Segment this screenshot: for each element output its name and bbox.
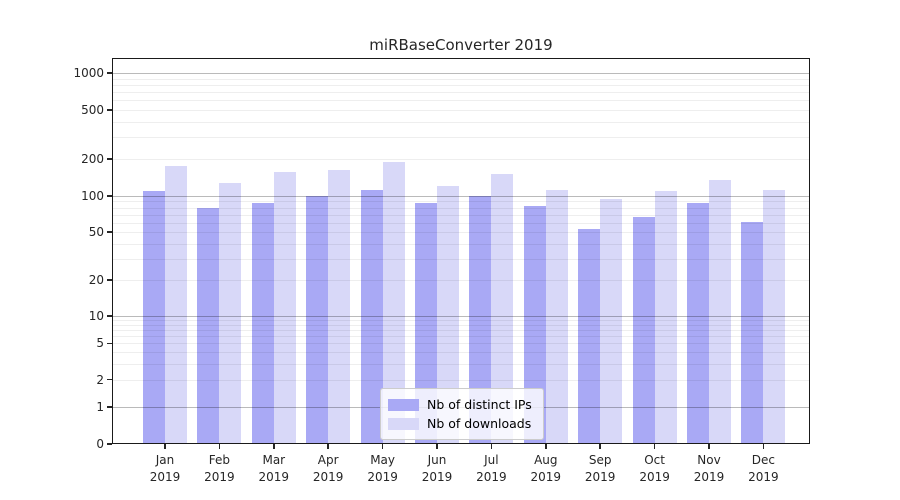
- bar-downloads-dec: [763, 189, 786, 444]
- y-tick-label: 20: [88, 272, 104, 287]
- bar-downloads-aug: [545, 190, 568, 444]
- bar-distinct-ips-oct: [632, 216, 655, 444]
- y-tick-mark: [107, 406, 112, 408]
- x-tick-mark: [599, 444, 601, 449]
- legend-swatch-downloads: [388, 417, 419, 430]
- legend-entry-downloads: Nb of downloads: [388, 414, 534, 433]
- major-gridline: [112, 196, 810, 197]
- bar-distinct-ips-may: [360, 189, 383, 444]
- y-tick-label: 2: [96, 372, 104, 387]
- x-tick-label-may: May 2019: [367, 453, 398, 484]
- x-tick-mark: [436, 444, 438, 449]
- y-tick-mark: [107, 279, 112, 281]
- minor-gridline: [112, 100, 810, 102]
- bar-distinct-ips-apr: [306, 196, 329, 444]
- bar-downloads-jun: [437, 185, 459, 444]
- bar-downloads-jul: [491, 173, 514, 444]
- y-tick-label: 1: [96, 400, 104, 414]
- x-tick-label-nov: Nov 2019: [693, 453, 725, 484]
- legend-label-downloads: Nb of downloads: [427, 416, 532, 431]
- y-tick-mark: [107, 231, 112, 233]
- bar-distinct-ips-jan: [143, 190, 165, 444]
- x-tick-mark: [490, 444, 493, 449]
- y-tick-label: 1000: [73, 66, 104, 80]
- bar-distinct-ips-aug: [523, 205, 546, 444]
- y-tick-mark: [107, 443, 112, 445]
- minor-gridline: [112, 121, 810, 123]
- y-tick-mark: [107, 378, 112, 381]
- y-tick-mark: [107, 195, 112, 197]
- minor-gridline: [112, 158, 810, 160]
- x-tick-mark: [273, 444, 275, 449]
- x-tick-mark: [545, 444, 547, 449]
- bar-distinct-ips-mar: [251, 202, 274, 444]
- minor-gridline: [112, 137, 810, 139]
- y-tick-label: 0: [96, 437, 104, 451]
- bar-downloads-may: [382, 161, 405, 444]
- y-tick-mark: [107, 342, 112, 345]
- bar-distinct-ips-jun: [415, 203, 437, 444]
- x-tick-label-mar: Mar 2019: [258, 453, 290, 484]
- x-tick-label-apr: Apr 2019: [312, 453, 344, 484]
- y-tick-mark: [107, 315, 112, 317]
- x-tick-label-jun: Jun 2019: [421, 453, 453, 484]
- x-tick-label-jul: Jul 2019: [476, 453, 507, 484]
- x-tick-label-oct: Oct 2019: [639, 453, 670, 484]
- minor-gridline: [112, 92, 810, 94]
- bar-distinct-ips-sep: [578, 229, 601, 444]
- y-tick-label: 10: [88, 309, 104, 323]
- x-tick-label-sep: Sep 2019: [584, 453, 616, 484]
- y-tick-label: 50: [88, 225, 104, 240]
- y-tick-mark: [107, 109, 112, 111]
- bar-downloads-jan: [165, 166, 187, 444]
- bar-downloads-sep: [600, 199, 623, 444]
- minor-gridline: [112, 110, 810, 112]
- chart-title: miRBaseConverter 2019: [369, 36, 553, 54]
- major-gridline: [112, 73, 810, 74]
- x-tick-mark: [708, 444, 710, 449]
- legend-label-distinct-ips: Nb of distinct IPs: [427, 397, 532, 412]
- x-tick-label-feb: Feb 2019: [204, 453, 235, 484]
- x-tick-mark: [762, 444, 765, 449]
- x-tick-label-dec: Dec 2019: [748, 453, 779, 484]
- minor-gridline: [112, 78, 810, 80]
- x-tick-label-aug: Aug 2019: [530, 453, 562, 484]
- y-tick-label: 500: [81, 103, 104, 118]
- bar-downloads-feb: [219, 182, 242, 444]
- x-tick-mark: [218, 444, 221, 449]
- bar-distinct-ips-nov: [687, 202, 709, 444]
- legend-swatch-distinct-ips: [388, 398, 419, 411]
- bar-distinct-ips-dec: [741, 221, 764, 444]
- bar-downloads-mar: [273, 172, 296, 444]
- bar-downloads-nov: [709, 179, 731, 444]
- bar-downloads-oct: [654, 191, 677, 444]
- y-tick-label: 5: [96, 336, 104, 351]
- x-tick-label-jan: Jan 2019: [149, 453, 181, 484]
- bar-distinct-ips-jul: [469, 196, 492, 444]
- legend-entry-distinct-ips: Nb of distinct IPs: [388, 395, 534, 414]
- x-tick-mark: [164, 444, 166, 449]
- minor-gridline: [112, 84, 810, 86]
- x-tick-mark: [327, 444, 329, 449]
- y-tick-mark: [107, 72, 112, 74]
- y-tick-label: 100: [81, 189, 104, 203]
- y-tick-label: 200: [81, 151, 104, 166]
- legend: Nb of distinct IPs Nb of downloads: [380, 388, 544, 440]
- x-tick-mark: [381, 444, 384, 449]
- bar-downloads-apr: [328, 169, 351, 444]
- bar-distinct-ips-feb: [197, 207, 220, 444]
- x-tick-mark: [653, 444, 656, 449]
- y-tick-mark: [107, 158, 112, 160]
